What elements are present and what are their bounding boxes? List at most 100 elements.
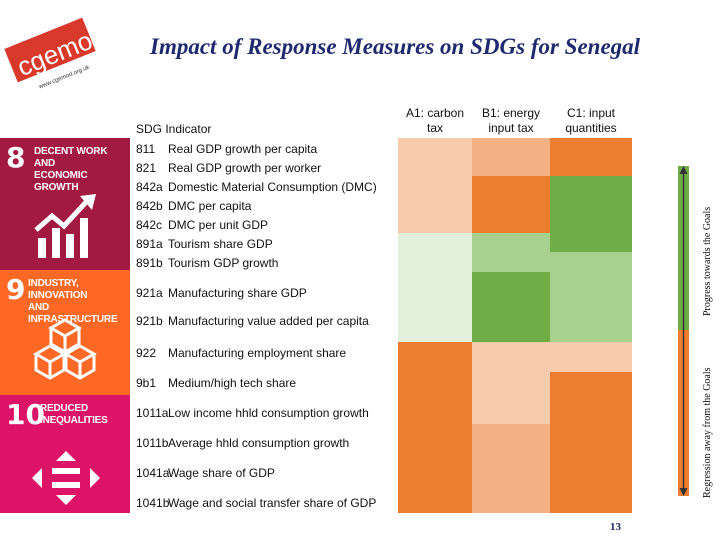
indicator-label: Manufacturing employment share [168,346,347,360]
sdg-tile-8: 8 DECENT WORK AND ECONOMIC GROWTH [0,138,130,270]
heatmap-cell [398,424,472,452]
legend-progress-bar [678,166,689,330]
column-header-b1: B1: energy input tax [472,106,550,138]
heatmap-cell [472,372,550,400]
cgemod-logo: cgemod www.cgemod.org.uk [0,0,120,95]
heatmap-cell [472,424,550,452]
heatmap-cell [550,214,632,233]
heatmap-cell [398,157,472,176]
indicator-label: Average hhld consumption growth [168,436,350,450]
equality-icon [32,451,100,505]
indicator-row: 921a Manufacturing share GDP [136,286,307,300]
column-header-b1-line1: B1: energy [481,106,541,120]
heatmap-cell [398,342,472,372]
heatmap-cell [550,294,632,318]
heatmap-cell [550,424,632,452]
indicator-code: 821 [136,161,157,175]
indicator-row: 1041bWage and social transfer share of G… [136,496,376,510]
indicator-row: 811 Real GDP growth per capita [136,142,317,156]
column-header-c1-line1: C1: input [566,106,616,120]
indicator-row: 842c DMC per unit GDP [136,218,268,232]
column-header-a1-line1: A1: carbon [405,106,465,120]
indicator-label: Wage share of GDP [168,466,275,480]
sdg-name-line: INEQUALITIES [40,415,108,426]
heatmap-cell [472,272,550,294]
heatmap-cell [472,176,550,195]
sdg-number: 9 [6,273,26,306]
heatmap-cell [398,233,472,252]
sdg-name-line: DECENT WORK AND [34,146,108,169]
column-header-a1: A1: carbon tax [398,106,472,138]
heatmap-cell [550,252,632,272]
page-title: Impact of Response Measures on SDGs for … [150,34,641,59]
indicator-code: 842b [136,199,163,213]
column-header-c1: C1: input quantities [550,106,632,138]
heatmap-cell [550,157,632,176]
indicator-label: DMC per capita [168,199,252,213]
heatmap-cell [472,400,550,424]
indicator-code: 1011a [136,406,169,420]
heatmap-cell [398,272,472,294]
heatmap-cell [550,452,632,513]
sdg-name: REDUCED INEQUALITIES [40,403,108,427]
growth-chart-icon [34,194,96,258]
sdg-name-line: ECONOMIC GROWTH [34,170,88,193]
legend-regression-label: Regression away from the Goals [702,367,713,498]
heatmap-cell [472,342,550,372]
indicator-row: 842a Domestic Material Consumption (DMC) [136,180,377,194]
indicator-label: Real GDP growth per capita [168,142,318,156]
indicator-code: 1041a [136,466,170,480]
indicator-label: Medium/high tech share [168,376,297,390]
heatmap-cell [398,214,472,233]
sdg-name-line: REDUCED [40,403,89,414]
page-number: 13 [610,521,621,533]
heatmap-cell [472,157,550,176]
sdg-indicator-header: SDG Indicator [136,122,212,136]
heatmap-cell [398,195,472,214]
indicator-code: 1041b [136,496,170,510]
heatmap-cell [550,318,632,342]
indicator-label: Manufacturing share GDP [168,286,307,300]
column-header-c1-line2: quantities [565,121,617,135]
heatmap-cell [398,252,472,272]
heatmap-cell [472,138,550,157]
indicator-code: 842c [136,218,163,232]
indicator-row: 9b1 Medium/high tech share [136,376,296,390]
heatmap-cell [398,452,472,513]
sdg-name: DECENT WORK AND ECONOMIC GROWTH [34,146,130,194]
heatmap-cell [550,342,632,372]
indicator-row: 891a Tourism share GDP [136,237,273,251]
heatmap-cell [550,176,632,195]
heatmap-cell [472,252,550,272]
indicator-label: Low income hhld consumption growth [168,406,369,420]
indicator-row: 922 Manufacturing employment share [136,346,346,360]
heatmap-cell [550,195,632,214]
indicator-label: Manufacturing value added per capita [168,314,369,328]
indicator-row: 1011aLow income hhld consumption growth [136,406,369,420]
heatmap-cell [550,138,632,157]
indicator-row: 891b Tourism GDP growth [136,256,278,270]
column-header-b1-line2: input tax [488,121,534,135]
indicator-row: 1011bAverage hhld consumption growth [136,436,349,450]
indicator-code: 891b [136,256,163,270]
sdg-name-line: INDUSTRY, INNOVATION [28,278,88,301]
indicator-label: Real GDP growth per worker [168,161,322,175]
indicator-label: Tourism share GDP [168,237,273,251]
indicator-code: 921b [136,314,163,328]
heatmap-cell [472,294,550,318]
column-header-a1-line2: tax [426,121,443,135]
indicator-row: 842b DMC per capita [136,199,251,213]
indicator-code: 811 [136,142,156,156]
sdg-number: 10 [6,398,45,431]
heatmap-cell [398,400,472,424]
heatmap-cell [550,400,632,424]
sdg-name-line: AND INFRASTRUCTURE [28,302,118,325]
heatmap-cell [472,233,550,252]
indicator-row: 821 Real GDP growth per worker [136,161,321,175]
indicator-label: Tourism GDP growth [168,256,279,270]
heatmap-cell [398,372,472,400]
cubes-icon [32,318,98,380]
indicator-code: 842a [136,180,163,194]
legend-regression-bar [678,330,689,496]
indicator-code: 9b1 [136,376,157,390]
